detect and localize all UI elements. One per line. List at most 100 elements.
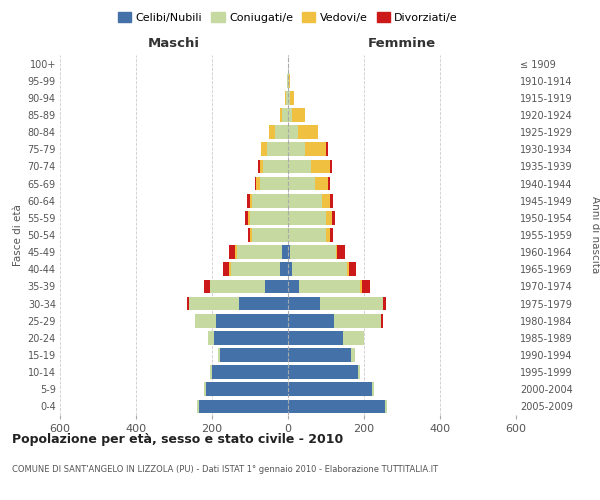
Bar <box>212 366 288 379</box>
Bar <box>265 280 288 293</box>
Bar <box>335 246 337 259</box>
Bar <box>288 142 305 156</box>
Bar <box>371 382 373 396</box>
Bar <box>314 176 328 190</box>
Bar <box>292 108 305 122</box>
Bar <box>298 126 319 139</box>
Bar <box>248 211 250 224</box>
Bar <box>210 366 212 379</box>
Bar <box>288 314 334 328</box>
Bar <box>280 262 288 276</box>
Bar <box>216 314 288 328</box>
Text: Femmine: Femmine <box>368 37 436 50</box>
Bar <box>288 400 385 413</box>
Bar <box>322 194 330 207</box>
Bar <box>311 160 330 173</box>
Bar <box>250 194 252 207</box>
Bar <box>250 211 288 224</box>
Bar <box>330 160 332 173</box>
Bar <box>288 296 320 310</box>
Bar <box>239 296 288 310</box>
Bar <box>288 228 326 242</box>
Bar <box>195 314 216 328</box>
Y-axis label: Fasce di età: Fasce di età <box>13 204 23 266</box>
Bar <box>362 280 370 293</box>
Bar <box>290 246 335 259</box>
Bar <box>334 314 381 328</box>
Bar <box>263 160 288 173</box>
Bar <box>347 262 349 276</box>
Y-axis label: Anni di nascita: Anni di nascita <box>590 196 600 274</box>
Bar <box>286 91 288 104</box>
Bar <box>275 126 288 139</box>
Bar <box>288 160 311 173</box>
Bar <box>288 91 290 104</box>
Bar <box>218 348 220 362</box>
Bar <box>252 228 288 242</box>
Bar <box>205 280 210 293</box>
Bar <box>235 246 236 259</box>
Bar <box>288 262 292 276</box>
Bar <box>250 228 252 242</box>
Bar <box>287 74 288 88</box>
Bar <box>231 262 280 276</box>
Bar <box>283 246 288 259</box>
Bar <box>257 160 260 173</box>
Bar <box>337 246 345 259</box>
Bar <box>288 108 292 122</box>
Text: COMUNE DI SANT'ANGELO IN LIZZOLA (PU) - Dati ISTAT 1° gennaio 2010 - Elaborazion: COMUNE DI SANT'ANGELO IN LIZZOLA (PU) - … <box>12 466 438 474</box>
Bar <box>349 262 356 276</box>
Bar <box>248 228 250 242</box>
Bar <box>237 246 283 259</box>
Bar <box>330 194 333 207</box>
Bar <box>206 382 288 396</box>
Bar <box>288 366 358 379</box>
Bar <box>288 348 350 362</box>
Legend: Celibi/Nubili, Coniugati/e, Vedovi/e, Divorziati/e: Celibi/Nubili, Coniugati/e, Vedovi/e, Di… <box>113 8 463 28</box>
Bar <box>256 176 260 190</box>
Bar <box>360 280 362 293</box>
Bar <box>283 108 288 122</box>
Bar <box>350 348 355 362</box>
Text: Popolazione per età, sesso e stato civile - 2010: Popolazione per età, sesso e stato civil… <box>12 432 343 446</box>
Bar <box>245 211 248 224</box>
Bar <box>288 74 289 88</box>
Bar <box>214 331 288 344</box>
Bar <box>269 126 275 139</box>
Bar <box>252 194 288 207</box>
Bar <box>262 142 267 156</box>
Bar <box>247 194 250 207</box>
Bar <box>254 176 256 190</box>
Bar <box>280 108 283 122</box>
Bar <box>260 176 288 190</box>
Bar <box>343 331 364 344</box>
Bar <box>305 142 326 156</box>
Bar <box>358 366 360 379</box>
Bar <box>326 228 330 242</box>
Bar <box>326 211 332 224</box>
Bar <box>288 126 298 139</box>
Bar <box>289 74 290 88</box>
Bar <box>290 91 294 104</box>
Bar <box>288 211 326 224</box>
Bar <box>267 142 288 156</box>
Bar <box>288 194 322 207</box>
Bar <box>260 160 263 173</box>
Bar <box>328 176 330 190</box>
Bar <box>208 331 214 344</box>
Bar <box>205 382 206 396</box>
Bar <box>199 400 288 413</box>
Bar <box>189 296 239 310</box>
Text: Maschi: Maschi <box>148 37 200 50</box>
Bar <box>187 296 189 310</box>
Bar <box>330 228 333 242</box>
Bar <box>292 262 347 276</box>
Bar <box>299 280 360 293</box>
Bar <box>320 296 383 310</box>
Bar <box>229 246 235 259</box>
Bar <box>220 348 288 362</box>
Bar <box>288 280 299 293</box>
Bar <box>385 400 387 413</box>
Bar <box>383 296 386 310</box>
Bar <box>332 211 335 224</box>
